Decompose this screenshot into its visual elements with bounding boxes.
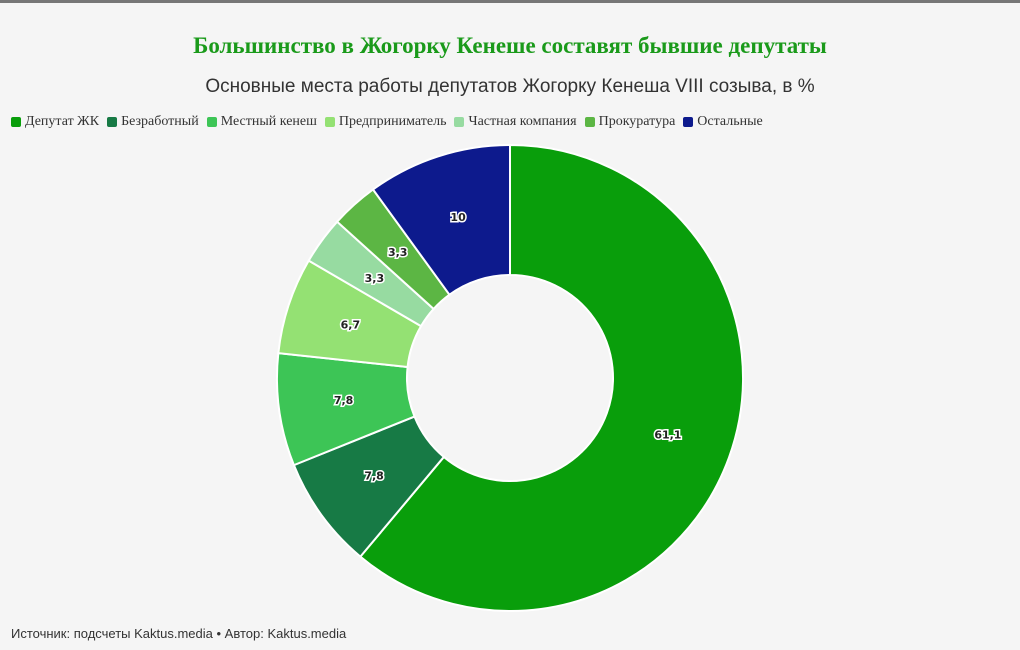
chart-subtitle: Основные места работы депутатов Жогорку … [205,76,815,97]
legend-item: Местный кенеш [206,114,317,130]
legend-item: Предприниматель [324,114,447,130]
legend-label: Прокуратура [598,114,676,129]
legend-item: Безработный [107,114,199,130]
value-label: 6,7 [341,319,361,332]
value-label: 7,8 [364,470,384,483]
legend-label: Предприниматель [338,114,447,129]
slice [371,143,511,297]
legend-item: Депутат ЖК [11,114,99,130]
value-label: 3,3 [388,246,408,259]
legend-swatch [206,117,217,127]
legend-item: Остальные [683,114,763,130]
legend-swatch [11,117,21,127]
value-label: 61,1 [654,428,681,441]
legend-label: Остальные [697,114,763,129]
legend: Депутат ЖК Безработный Местный кенеш Предпр… [11,114,763,130]
legend-item: Частная компания [454,114,577,130]
source: Источник: подсчеты Kaktus.media • Автор:… [11,626,347,641]
slice [358,143,744,612]
legend-label: Частная компания [468,114,577,129]
legend-label: Местный кенеш [220,114,317,129]
legend-swatch [324,117,335,127]
legend-swatch [454,117,465,127]
legend-swatch [107,117,118,127]
legend-swatch [584,117,595,127]
value-label: 10 [450,211,466,224]
legend-label: Безработный [121,114,199,129]
legend-item: Прокуратура [584,114,676,130]
value-label: 3,3 [365,272,385,285]
legend-swatch [683,117,694,127]
chart-title: Большинство в Жогорку Кенеше составят бы… [193,33,827,58]
legend-label: Депутат ЖК [25,114,100,129]
value-label: 7,8 [334,394,354,407]
chart: 61,1 7,8 7,8 6,7 3,33,3 10 [276,143,744,612]
